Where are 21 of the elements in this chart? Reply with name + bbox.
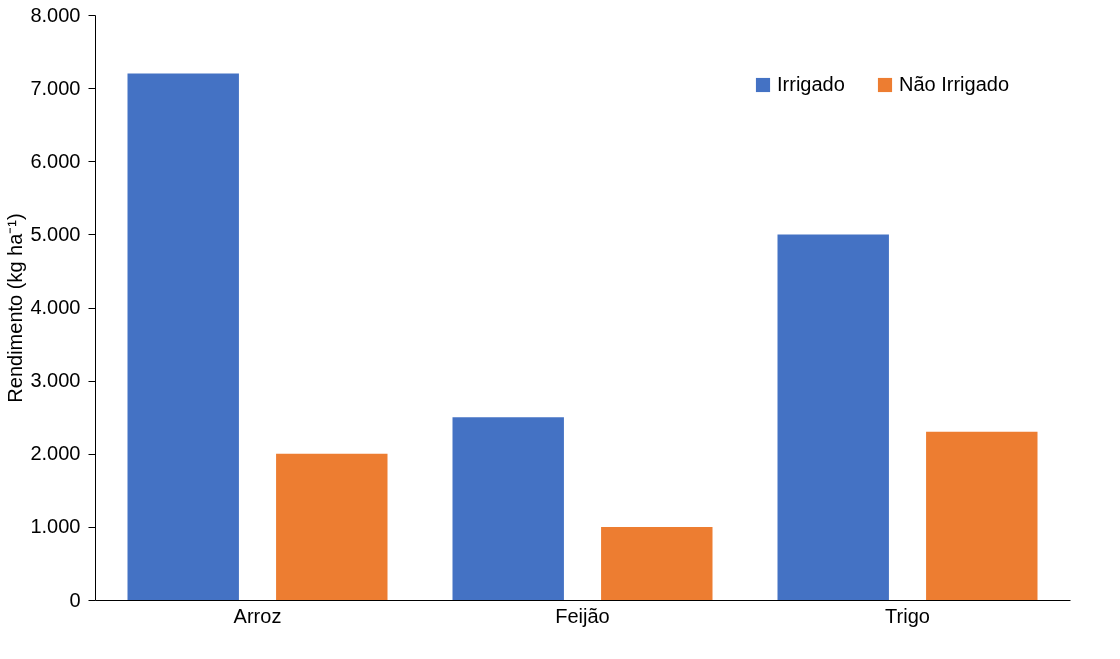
x-tick-label: Feijão <box>555 604 610 627</box>
y-tick-label: 2.000 <box>30 442 81 465</box>
y-tick-label: 6.000 <box>30 149 81 172</box>
y-tick-label: 3.000 <box>30 369 81 392</box>
bar <box>601 526 713 600</box>
x-tick-label: Arroz <box>233 604 282 627</box>
bar <box>777 234 889 600</box>
legend-label: Irrigado <box>777 73 845 95</box>
bar <box>127 73 239 600</box>
y-tick-label: 0 <box>69 588 81 611</box>
legend-label: Não Irrigado <box>899 73 1010 95</box>
y-tick-label: 7.000 <box>30 76 81 99</box>
y-tick-label: 1.000 <box>30 515 81 538</box>
bar <box>926 431 1038 600</box>
x-tick-label: Trigo <box>885 604 930 627</box>
bar <box>276 453 388 600</box>
y-axis-title: Rendimento (kg ha⁻¹) <box>4 213 27 403</box>
y-tick-label: 8.000 <box>30 3 81 26</box>
bar <box>452 417 564 600</box>
y-tick-label: 4.000 <box>30 296 81 318</box>
y-tick-label: 5.000 <box>30 222 81 245</box>
